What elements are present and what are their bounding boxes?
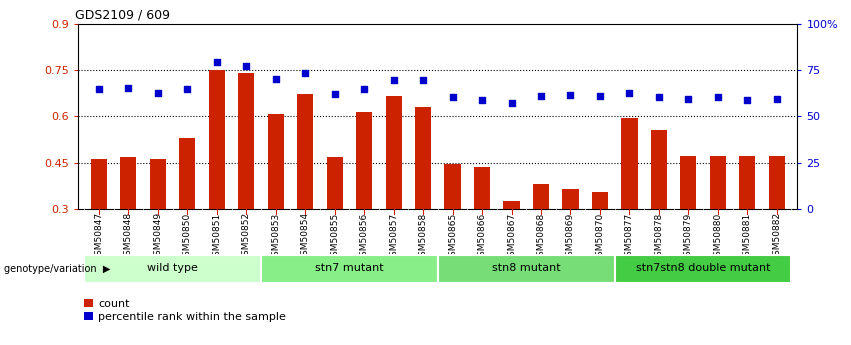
Text: GDS2109 / 609: GDS2109 / 609 <box>75 9 169 22</box>
Point <box>180 86 194 91</box>
Point <box>416 78 430 83</box>
Bar <box>415 107 431 209</box>
Point <box>210 59 224 65</box>
FancyBboxPatch shape <box>614 255 791 283</box>
Text: GSM50866: GSM50866 <box>477 212 487 262</box>
Point <box>122 85 135 91</box>
Text: GSM50870: GSM50870 <box>596 212 604 262</box>
Bar <box>120 157 136 209</box>
Text: GSM50849: GSM50849 <box>153 212 163 262</box>
Point <box>239 63 253 68</box>
Text: GSM50877: GSM50877 <box>625 212 634 262</box>
Text: GSM50855: GSM50855 <box>330 212 340 262</box>
Text: GSM50856: GSM50856 <box>360 212 368 262</box>
Text: GSM50878: GSM50878 <box>654 212 664 262</box>
Bar <box>740 156 756 209</box>
Point <box>328 91 341 97</box>
Bar <box>356 112 372 209</box>
Text: GSM50847: GSM50847 <box>94 212 104 262</box>
Text: GSM50852: GSM50852 <box>242 212 251 262</box>
Bar <box>386 96 402 209</box>
Text: GSM50868: GSM50868 <box>536 212 545 262</box>
Bar <box>208 70 225 209</box>
Point <box>357 86 371 91</box>
Point <box>593 93 607 99</box>
Point <box>770 96 784 102</box>
Bar <box>651 130 667 209</box>
Bar <box>297 94 313 209</box>
Text: GSM50854: GSM50854 <box>300 212 310 262</box>
Text: genotype/variation  ▶: genotype/variation ▶ <box>4 264 111 274</box>
Bar <box>710 156 726 209</box>
Point <box>563 92 577 98</box>
Text: GSM50848: GSM50848 <box>124 212 133 262</box>
Bar <box>150 159 166 209</box>
Text: stn8 mutant: stn8 mutant <box>492 264 561 274</box>
Bar <box>680 156 696 209</box>
Text: GSM50881: GSM50881 <box>743 212 751 262</box>
Text: GSM50865: GSM50865 <box>448 212 457 262</box>
Legend: count, percentile rank within the sample: count, percentile rank within the sample <box>84 299 286 322</box>
Point <box>475 97 488 102</box>
Text: stn7stn8 double mutant: stn7stn8 double mutant <box>636 264 770 274</box>
Text: wild type: wild type <box>147 264 198 274</box>
Bar <box>327 157 343 209</box>
Point <box>652 94 665 100</box>
Point <box>505 100 518 105</box>
Bar <box>238 73 254 209</box>
Bar <box>621 118 637 209</box>
Text: GSM50869: GSM50869 <box>566 212 575 262</box>
Text: GSM50879: GSM50879 <box>684 212 693 262</box>
Bar <box>533 184 549 209</box>
Point <box>151 91 165 96</box>
Text: GSM50882: GSM50882 <box>772 212 781 262</box>
Point <box>269 76 283 81</box>
Point <box>534 93 548 99</box>
Bar <box>91 159 107 209</box>
Text: GSM50880: GSM50880 <box>713 212 722 262</box>
Point <box>299 70 312 76</box>
Text: GSM50853: GSM50853 <box>271 212 280 262</box>
Text: GSM50851: GSM50851 <box>212 212 221 262</box>
Bar <box>444 164 460 209</box>
Point <box>92 86 106 91</box>
Point <box>711 94 724 100</box>
Point <box>446 94 460 100</box>
FancyBboxPatch shape <box>84 255 261 283</box>
Text: stn7 mutant: stn7 mutant <box>315 264 384 274</box>
Text: GSM50858: GSM50858 <box>419 212 427 262</box>
Bar <box>504 201 520 209</box>
Bar <box>591 192 608 209</box>
Point <box>387 77 401 82</box>
Bar <box>768 156 785 209</box>
Text: GSM50850: GSM50850 <box>183 212 191 262</box>
Point <box>623 91 637 96</box>
Text: GSM50867: GSM50867 <box>507 212 516 262</box>
Bar <box>563 189 579 209</box>
Bar <box>474 167 490 209</box>
Point <box>682 96 695 102</box>
Point <box>740 97 754 102</box>
Bar <box>268 114 284 209</box>
Bar <box>180 138 196 209</box>
Text: GSM50857: GSM50857 <box>389 212 398 262</box>
FancyBboxPatch shape <box>437 255 614 283</box>
FancyBboxPatch shape <box>261 255 437 283</box>
